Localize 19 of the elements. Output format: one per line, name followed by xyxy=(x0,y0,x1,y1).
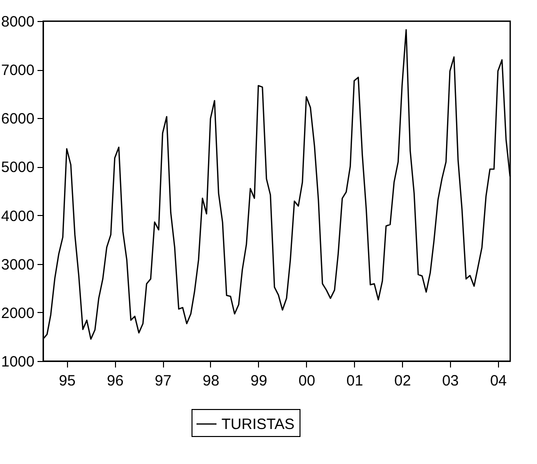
x-tick-label: 04 xyxy=(490,372,507,390)
x-tick-label: 00 xyxy=(298,372,316,390)
y-tick-label: 8000 xyxy=(1,14,34,30)
x-tick-label: 01 xyxy=(346,372,364,390)
x-tick-label: 02 xyxy=(394,372,411,390)
x-tick-label: 95 xyxy=(58,372,76,390)
y-tick-label: 1000 xyxy=(1,354,34,370)
x-tick-label: 96 xyxy=(106,372,124,390)
x-tick-label: 03 xyxy=(442,372,459,390)
legend-label: TURISTAS xyxy=(222,416,295,433)
y-tick-label: 6000 xyxy=(1,110,34,128)
x-tick-label: 97 xyxy=(154,372,172,390)
y-tick-label: 2000 xyxy=(1,304,34,322)
x-tick-label: 98 xyxy=(202,372,220,390)
y-tick-label: 3000 xyxy=(1,256,34,274)
y-tick-label: 5000 xyxy=(1,159,34,176)
y-tick-label: 4000 xyxy=(1,208,34,225)
y-tick-label: 7000 xyxy=(1,62,34,80)
x-tick-label: 99 xyxy=(250,372,268,390)
